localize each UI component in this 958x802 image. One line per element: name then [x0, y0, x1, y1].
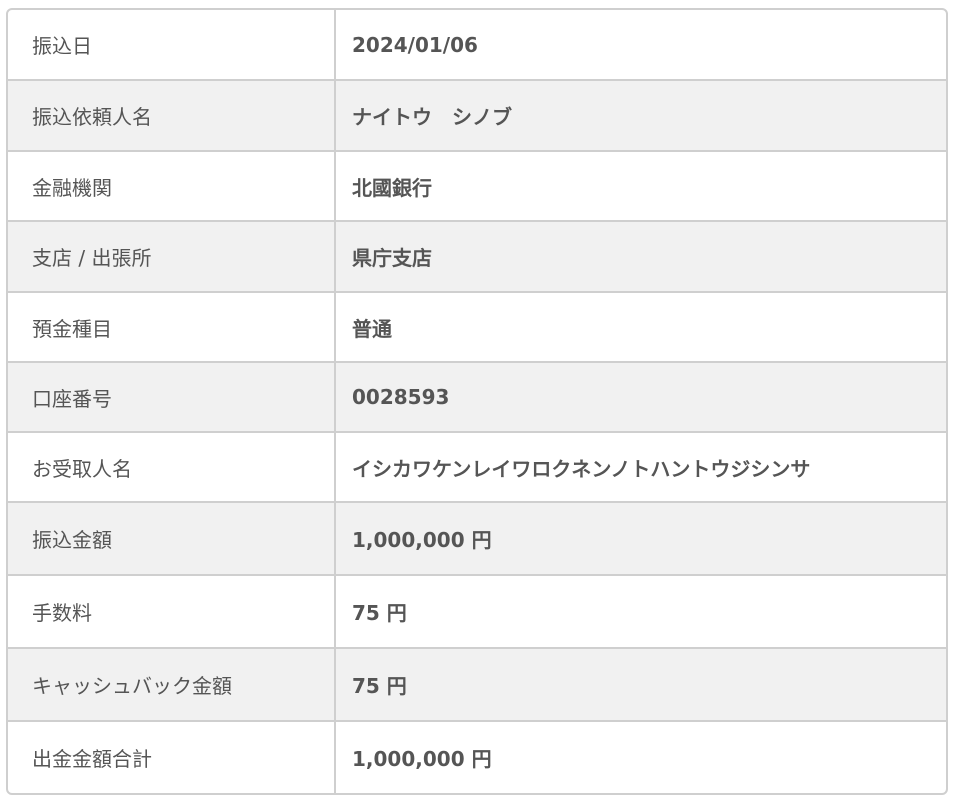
row-label: 金融機関	[8, 152, 336, 220]
row-value: イシカワケンレイワロクネンノトハントウジシンサ	[352, 456, 811, 481]
row-value: 北國銀行	[352, 175, 432, 200]
row-account-number: 口座番号 0028593	[8, 361, 946, 431]
row-branch: 支店 / 出張所 県庁支店	[8, 220, 946, 291]
row-value: 1,000,000 円	[352, 747, 492, 771]
row-value: 0028593	[352, 385, 450, 409]
row-value: ナイトウ シノブ	[352, 105, 512, 129]
row-label: お受取人名	[8, 433, 336, 501]
row-label: 振込依頼人名	[8, 81, 336, 150]
row-label: キャッシュバック金額	[8, 649, 336, 720]
row-recipient-name: お受取人名 イシカワケンレイワロクネンノトハントウジシンサ	[8, 431, 946, 501]
row-value: 75 円	[352, 674, 407, 698]
row-fee: 手数料 75 円	[8, 574, 946, 647]
row-bank: 金融機関 北國銀行	[8, 150, 946, 220]
row-transfer-amount: 振込金額 1,000,000 円	[8, 501, 946, 574]
row-label: 預金種目	[8, 293, 336, 361]
row-label: 口座番号	[8, 363, 336, 431]
row-label: 出金金額合計	[8, 722, 336, 793]
transfer-details-table: 振込日 2024/01/06 振込依頼人名 ナイトウ シノブ 金融機関 北國銀行…	[6, 8, 948, 795]
row-label: 手数料	[8, 576, 336, 647]
row-value: 1,000,000 円	[352, 528, 492, 552]
row-value: 県庁支店	[352, 246, 432, 270]
row-label: 振込日	[8, 10, 336, 79]
row-account-type: 預金種目 普通	[8, 291, 946, 361]
row-cashback: キャッシュバック金額 75 円	[8, 647, 946, 720]
row-withdrawal-total: 出金金額合計 1,000,000 円	[8, 720, 946, 793]
row-value: 75 円	[352, 601, 407, 625]
row-value: 普通	[352, 316, 392, 341]
row-value: 2024/01/06	[352, 32, 478, 57]
row-transfer-date: 振込日 2024/01/06	[8, 10, 946, 79]
row-label: 支店 / 出張所	[8, 222, 336, 291]
row-label: 振込金額	[8, 503, 336, 574]
row-sender-name: 振込依頼人名 ナイトウ シノブ	[8, 79, 946, 150]
